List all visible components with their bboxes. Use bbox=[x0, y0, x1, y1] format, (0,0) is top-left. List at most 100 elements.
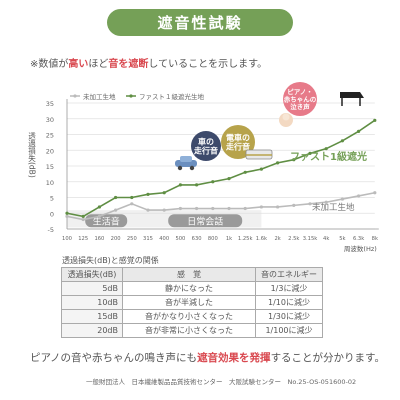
x-tick-label: 500 bbox=[175, 236, 185, 242]
x-tick-label: 400 bbox=[159, 236, 169, 242]
raw-fabric-point bbox=[292, 203, 296, 207]
note-highlight-high: 高い bbox=[68, 59, 89, 70]
raw-fabric-point bbox=[114, 208, 118, 212]
x-tick-label: 4k bbox=[323, 236, 329, 242]
raw-fabric-point bbox=[130, 202, 134, 206]
table-cell: 1/10に減少 bbox=[255, 295, 323, 310]
fast-fabric-point bbox=[276, 161, 280, 165]
fast-fabric-point bbox=[259, 167, 263, 171]
table-title: 透過損失(dB)と感覚の関係 bbox=[62, 256, 159, 265]
raw-fabric-point bbox=[243, 206, 247, 211]
x-tick-label: 1.6k bbox=[256, 236, 267, 242]
raw-fabric-point bbox=[81, 217, 85, 222]
table-header-row: 透過損失(dB) 感 覚 音のエネルギー bbox=[61, 267, 323, 282]
y-tick-label: 15 bbox=[46, 163, 54, 171]
legend-raw-marker bbox=[73, 94, 77, 98]
raw-fabric-point bbox=[308, 202, 312, 206]
fast-fabric-point bbox=[357, 129, 361, 133]
y-tick-label: 35 bbox=[46, 100, 54, 108]
raw-fabric-point bbox=[340, 197, 344, 201]
raw-fabric-point bbox=[146, 208, 150, 212]
train-badge-text: 走行音 bbox=[225, 141, 250, 151]
x-tick-label: 800 bbox=[208, 236, 218, 242]
fast-fabric-point bbox=[195, 183, 199, 187]
x-tick-label: 1.25k bbox=[238, 236, 253, 242]
raw-fabric-point bbox=[357, 194, 361, 198]
fast-fabric-line bbox=[66, 119, 376, 218]
fast-fabric-point bbox=[162, 191, 166, 195]
fast-fabric-point bbox=[292, 158, 296, 162]
table-row: 5dB 静かになった 1/3に減少 bbox=[61, 281, 323, 296]
raw-fabric-point bbox=[162, 208, 166, 212]
fast-fabric-point bbox=[243, 170, 247, 174]
x-tick-label: 2.5k bbox=[288, 236, 299, 242]
note-text-1: ※数値が bbox=[30, 59, 69, 70]
car-badge bbox=[191, 131, 221, 161]
summary-text: ピアノの音や赤ちゃんの鳴き声にも遮音効果を発揮することが分かります。 bbox=[30, 350, 390, 365]
raw-fabric-point bbox=[178, 206, 182, 211]
raw-fabric-point bbox=[259, 205, 263, 209]
x-tick-label: 250 bbox=[127, 236, 137, 242]
table-cell: 静かになった bbox=[122, 281, 256, 296]
note-text-3: していることを示します。 bbox=[148, 59, 268, 70]
sound-insulation-chart: 生活音 日常会話 -5 0 5 10 15 20 25 30 35 透過損失(dB) 100 125 160… bbox=[27, 82, 379, 252]
sensation-table: 透過損失(dB) 感 覚 音のエネルギー 5dB 静かになった 1/3に減少 1… bbox=[61, 267, 323, 338]
fast-fabric-point bbox=[97, 205, 101, 209]
raw-fabric-point bbox=[195, 206, 199, 211]
summary-text-2: することが分かります。 bbox=[270, 352, 386, 364]
piano-icon bbox=[340, 92, 364, 98]
x-axis-label: 周波数(Hz) bbox=[344, 244, 377, 252]
raw-fabric-point bbox=[211, 206, 215, 211]
car-icon-wheel bbox=[189, 165, 195, 171]
y-tick-label: 20 bbox=[46, 147, 54, 155]
table-cell: 1/30に減少 bbox=[255, 309, 323, 324]
table-row: 20dB 音が非常に小さくなった 1/100に減少 bbox=[61, 323, 323, 338]
car-badge-text: 車の bbox=[198, 136, 214, 146]
table-row: 10dB 音が半減した 1/10に減少 bbox=[61, 295, 323, 310]
x-tick-label: 630 bbox=[192, 236, 202, 242]
raw-fabric-point bbox=[65, 214, 69, 218]
fast-series-annotation: ファスト1級遮光 bbox=[290, 150, 367, 163]
y-tick-label: 25 bbox=[46, 132, 54, 140]
x-tick-label: 2k bbox=[274, 236, 280, 242]
y-tick-label: 5 bbox=[50, 195, 54, 203]
legend-fast-label: ファスト１級遮光生地 bbox=[139, 92, 205, 101]
table-cell: 15dB bbox=[61, 309, 123, 324]
raw-fabric-line bbox=[66, 191, 375, 221]
fast-fabric-point bbox=[65, 211, 69, 215]
x-tick-label: 125 bbox=[78, 236, 88, 242]
baby-icon-face bbox=[282, 113, 290, 121]
x-tick-label: 3.15k bbox=[303, 236, 318, 242]
legend-raw-label: 未加工生地 bbox=[83, 92, 116, 101]
y-axis-label: 透過損失(dB) bbox=[27, 132, 36, 178]
fast-fabric-point bbox=[211, 180, 215, 184]
summary-text-1: ピアノの音や赤ちゃんの鳴き声にも bbox=[30, 352, 198, 364]
raw-series-annotation: 未加工生地 bbox=[312, 202, 355, 213]
y-tick-label: 0 bbox=[50, 210, 54, 218]
fast-fabric-point bbox=[340, 139, 344, 143]
car-icon-cabin bbox=[180, 156, 192, 162]
table-cell: 10dB bbox=[61, 295, 123, 310]
x-tick-label: 1k bbox=[226, 236, 232, 242]
note-text-2: ほど bbox=[88, 59, 109, 70]
fast-fabric-point bbox=[114, 195, 118, 200]
band-low-label: 生活音 bbox=[93, 215, 120, 227]
table-cell: 1/3に減少 bbox=[255, 281, 323, 296]
fast-fabric-point bbox=[373, 118, 377, 122]
baby-piano-badge-text: 泣き声 bbox=[290, 102, 310, 111]
raw-fabric-point bbox=[97, 214, 101, 218]
x-tick-label: 315 bbox=[143, 236, 153, 242]
summary-highlight: 遮音効果を発揮 bbox=[197, 352, 271, 364]
x-tick-label: 6.3k bbox=[353, 236, 364, 242]
fast-fabric-point bbox=[324, 147, 328, 151]
explanation-note: ※数値が高いほど音を遮断していることを示します。 bbox=[30, 55, 390, 70]
fast-fabric-point bbox=[81, 214, 85, 218]
table-header: 感 覚 bbox=[122, 267, 256, 282]
x-tick-label: 5k bbox=[339, 236, 345, 242]
baby-piano-badge-text: 赤ちゃんの bbox=[284, 94, 317, 103]
table-cell: 5dB bbox=[61, 281, 123, 296]
raw-fabric-point bbox=[373, 191, 377, 195]
car-icon-wheel bbox=[177, 165, 183, 171]
legend-fast-marker bbox=[129, 94, 133, 98]
table-cell: 音がかなり小さくなった bbox=[122, 309, 256, 324]
